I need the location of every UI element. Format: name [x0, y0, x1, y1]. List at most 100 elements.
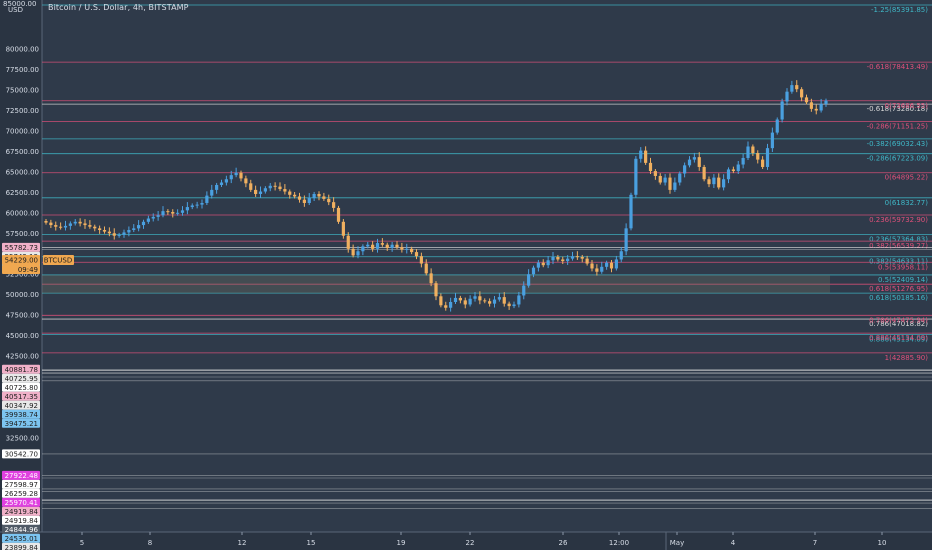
price-tag — [2, 242, 40, 252]
price-tag-label: 23899.84 — [5, 544, 39, 550]
candle-body — [629, 194, 633, 229]
y-tick-top: 85000.00 — [3, 0, 36, 8]
x-tick-label: 8 — [148, 539, 152, 547]
candle-body — [268, 185, 272, 189]
candle-body — [156, 215, 160, 217]
candle-body — [107, 231, 111, 234]
candle-body — [195, 204, 199, 206]
candle-body — [380, 243, 384, 245]
candle-body — [190, 205, 194, 208]
candle-body — [512, 304, 516, 307]
candle-body — [244, 178, 248, 184]
candle-body — [151, 216, 155, 219]
candle-body — [68, 223, 72, 226]
candle-body — [307, 198, 311, 203]
candle-body — [288, 191, 292, 195]
candle-body — [551, 256, 555, 261]
candle-body — [322, 196, 326, 199]
candle-body — [185, 207, 189, 211]
candle-body — [765, 148, 770, 167]
candle-body — [356, 251, 360, 256]
candle-body — [458, 297, 462, 301]
candle-body — [166, 211, 170, 213]
candle-body — [668, 177, 672, 190]
fib-level-label: -0.618(78413.49) — [867, 63, 929, 71]
y-tick-label: 32500.00 — [6, 434, 39, 442]
y-tick-label: 70000.00 — [6, 127, 39, 135]
candle-body — [49, 222, 53, 226]
candle-body — [341, 221, 345, 236]
candle-body — [385, 244, 389, 248]
candle-body — [132, 228, 136, 230]
price-tag — [2, 382, 40, 392]
price-tag-label: 24919.84 — [5, 508, 39, 516]
candle-body — [88, 225, 92, 227]
candle-body — [146, 218, 150, 222]
candle-body — [770, 132, 774, 149]
last-price-tag — [2, 255, 40, 266]
candle-body — [112, 233, 116, 236]
price-tag — [2, 506, 40, 516]
candle-body — [400, 247, 404, 250]
price-tag — [2, 470, 40, 480]
price-tag-label: 40347.92 — [5, 402, 38, 410]
candle-body — [102, 229, 107, 232]
fib-level-label: 0.236(57364.83) — [869, 235, 928, 243]
x-tick-label: May — [670, 539, 684, 547]
candle-body — [410, 248, 414, 253]
candle-body — [731, 169, 735, 172]
candle-body — [546, 260, 550, 266]
candle-body — [790, 85, 794, 92]
candle-body — [785, 91, 789, 102]
candle-body — [663, 177, 667, 183]
fib-level-label: 0(73686.55) — [885, 102, 929, 110]
fib-level-label: 0(64895.22) — [885, 174, 929, 182]
candle-body — [283, 189, 287, 192]
candle-body — [692, 157, 696, 160]
candle-body — [468, 298, 472, 305]
candle-body — [395, 244, 399, 248]
candle-body — [570, 256, 575, 259]
candle-body — [639, 150, 643, 159]
x-tick-label: 12 — [238, 539, 247, 547]
candle-body — [722, 179, 726, 188]
candle-body — [580, 256, 584, 259]
candle-body — [210, 189, 214, 196]
price-tag-label: 55782.73 — [5, 244, 38, 252]
candle-body — [405, 248, 409, 250]
candle-body — [488, 301, 492, 304]
x-tick-label: 7 — [813, 539, 817, 547]
x-tick-label: 15 — [307, 539, 316, 547]
candle-body — [224, 179, 228, 183]
candle-body — [819, 103, 823, 111]
candle-body — [180, 210, 185, 213]
price-tag — [2, 497, 40, 507]
last-price-value: 54229.00 — [5, 257, 38, 265]
symbol-label: BTCUSD — [44, 257, 73, 265]
last-price-time-tag — [2, 265, 40, 275]
candle-body — [541, 262, 545, 266]
fib-level-label: 0.886(45134.09) — [869, 335, 928, 343]
candle-body — [44, 220, 48, 223]
candle-body — [424, 263, 428, 274]
price-tag — [2, 479, 40, 489]
candle-body — [644, 150, 648, 163]
candle-body — [429, 273, 433, 284]
fib-level-label: 0.382(54633.11) — [869, 258, 928, 266]
candle-body — [414, 252, 419, 257]
price-tag — [2, 364, 40, 374]
candle-body — [746, 146, 750, 158]
y-tick-label: 60000.00 — [6, 209, 39, 217]
time-axis-panel — [0, 532, 932, 550]
candle-body — [492, 299, 497, 304]
candle-body — [361, 246, 365, 252]
candle-body — [531, 267, 536, 275]
y-tick-label: 72500.00 — [6, 107, 39, 115]
x-tick-label: 5 — [80, 539, 84, 547]
candle-body — [336, 207, 341, 222]
price-tag — [2, 409, 40, 419]
candle-body — [522, 285, 526, 296]
candle-body — [702, 166, 706, 180]
price-tag — [2, 533, 40, 543]
